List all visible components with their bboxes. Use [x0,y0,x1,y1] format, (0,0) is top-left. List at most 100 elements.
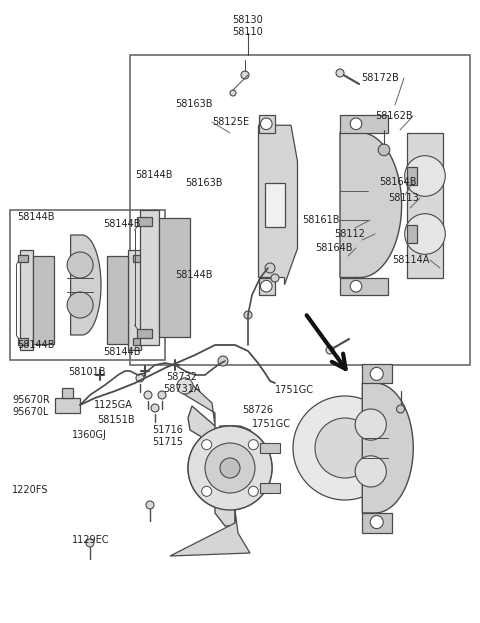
Circle shape [261,280,272,292]
Circle shape [293,396,397,500]
Polygon shape [259,125,298,285]
Text: 95670L: 95670L [12,407,48,417]
Circle shape [350,118,362,130]
Text: 1751GC: 1751GC [275,385,314,395]
Circle shape [370,516,383,528]
Circle shape [136,374,144,382]
Circle shape [350,280,362,292]
Text: 58164B: 58164B [315,243,352,253]
Circle shape [355,456,386,487]
Polygon shape [55,398,80,413]
Polygon shape [340,277,388,295]
Polygon shape [182,378,215,426]
Text: 58110: 58110 [233,27,264,37]
Polygon shape [407,133,443,277]
Polygon shape [259,115,275,133]
Polygon shape [18,338,28,345]
Polygon shape [140,210,159,345]
Polygon shape [260,443,280,453]
Circle shape [144,391,152,399]
Polygon shape [407,168,417,184]
Circle shape [151,404,159,412]
Polygon shape [188,406,260,526]
Circle shape [370,368,383,381]
Text: 51716: 51716 [153,425,183,435]
Circle shape [220,458,240,478]
Text: 1220FS: 1220FS [12,485,48,495]
Text: 1125GA: 1125GA [94,400,133,410]
Text: 58144B: 58144B [175,270,213,280]
Text: 58172B: 58172B [361,73,399,83]
Text: 58125E: 58125E [212,117,249,127]
Bar [130,55,470,365]
Polygon shape [407,226,417,243]
Polygon shape [20,250,33,350]
Polygon shape [137,329,152,338]
Circle shape [86,539,94,547]
Polygon shape [362,383,413,513]
Polygon shape [259,277,275,295]
Polygon shape [18,255,28,262]
Polygon shape [71,235,101,335]
Polygon shape [340,133,402,277]
Circle shape [67,252,93,278]
Text: 58144B: 58144B [103,347,141,357]
Circle shape [244,311,252,319]
Polygon shape [362,513,392,533]
Circle shape [220,458,240,478]
Circle shape [355,409,386,440]
Text: 58101B: 58101B [68,367,106,377]
Circle shape [326,346,334,354]
Text: 58144B: 58144B [135,170,172,180]
Polygon shape [128,250,141,350]
Text: 58113: 58113 [388,193,419,203]
Text: 1751GC: 1751GC [252,419,291,429]
Circle shape [315,418,375,478]
Text: 58164B: 58164B [379,177,417,187]
Circle shape [265,263,275,273]
Circle shape [202,440,212,450]
Circle shape [146,501,154,509]
Circle shape [241,71,249,79]
Bar [10,210,165,360]
Circle shape [205,443,255,493]
Text: 58732: 58732 [167,372,197,382]
Circle shape [405,214,445,254]
Polygon shape [33,256,54,344]
Text: 58144B: 58144B [103,219,141,229]
Text: 51715: 51715 [153,437,183,447]
Text: 58161B: 58161B [302,215,339,225]
Text: 58144B: 58144B [17,212,55,222]
Polygon shape [260,483,280,493]
Circle shape [396,405,405,413]
Text: 95670R: 95670R [12,395,50,405]
Text: 58162B: 58162B [375,111,413,121]
Polygon shape [133,255,143,262]
Circle shape [271,274,279,282]
Polygon shape [340,115,388,133]
Circle shape [261,118,272,130]
Polygon shape [137,217,152,226]
Circle shape [230,90,236,96]
Text: 58151B: 58151B [97,415,134,425]
Polygon shape [159,218,190,337]
Text: 1129EC: 1129EC [72,535,109,545]
Text: 1360GJ: 1360GJ [72,430,107,440]
Circle shape [248,440,258,450]
Circle shape [205,443,255,493]
Circle shape [177,378,193,394]
Polygon shape [170,510,250,556]
Polygon shape [107,256,128,344]
Text: 58731A: 58731A [163,384,201,394]
Circle shape [188,426,272,510]
Circle shape [218,356,228,366]
Text: 58114A: 58114A [392,255,430,265]
Circle shape [405,156,445,196]
Polygon shape [362,363,392,383]
Polygon shape [62,388,73,398]
Text: 58726: 58726 [242,405,273,415]
Text: 58163B: 58163B [175,99,213,109]
Circle shape [158,391,166,399]
Circle shape [248,487,258,497]
Text: 58130: 58130 [233,15,264,25]
